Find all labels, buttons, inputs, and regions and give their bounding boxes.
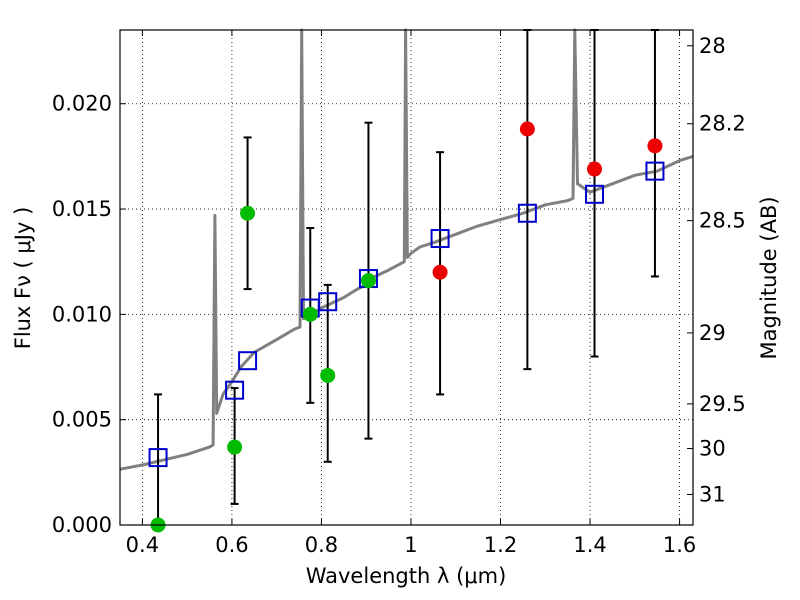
data-markers [148, 121, 665, 533]
model-photometry-square [645, 161, 665, 181]
model-photometry-square [430, 229, 450, 249]
observed-green-point [240, 205, 256, 221]
y2-tick-label: 29.5 [699, 392, 746, 416]
model-photometry-square [517, 203, 537, 223]
observed-red-point [432, 264, 448, 280]
x-tick-label: 1.6 [663, 533, 696, 557]
x-tick-label: 0.4 [126, 533, 159, 557]
model-spectrum [119, 28, 694, 471]
y2-tick-label: 28.5 [699, 209, 746, 233]
y2-tick-label: 28 [699, 34, 726, 58]
y2-tick-label: 31 [699, 482, 726, 506]
y2-tick-label: 30 [699, 437, 726, 461]
x-tick-label: 0.8 [305, 533, 338, 557]
model-photometry-square [148, 448, 168, 468]
model-photometry-square [318, 292, 338, 312]
observed-green-point [360, 273, 376, 289]
y2-tick-label: 29 [699, 321, 726, 345]
y-tick-label: 0.020 [52, 92, 112, 116]
x-tick-label: 1.4 [573, 533, 606, 557]
model-photometry-square [225, 380, 245, 400]
y-tick-label: 0.005 [52, 408, 112, 432]
y2-axis-title: Magnitude (AB) [757, 196, 781, 359]
model-photometry-square [238, 351, 258, 371]
x-axis-title: Wavelength λ (μm) [306, 564, 507, 588]
y2-tick-label: 28.2 [699, 112, 746, 136]
spectrum-line [119, 28, 694, 471]
x-tick-label: 1 [404, 533, 417, 557]
x-tick-label: 1.2 [484, 533, 517, 557]
y-tick-label: 0.000 [52, 513, 112, 537]
observed-green-point [320, 367, 336, 383]
observed-red-point [519, 121, 535, 137]
observed-red-point [587, 161, 603, 177]
plot-frame [119, 29, 694, 526]
y-tick-label: 0.010 [52, 302, 112, 326]
y-axis-title: Flux Fν ( μJy ) [11, 207, 35, 350]
axis-ticks: 0.4 0.6 0.8 1 1.2 1.4 1.6 0.000 0.005 0.010 0.015 0… [52, 30, 746, 557]
observed-red-point [647, 138, 663, 154]
y-tick-label: 0.015 [52, 197, 112, 221]
x-tick-label: 0.6 [215, 533, 248, 557]
model-photometry-square [585, 184, 605, 204]
observed-green-point [227, 439, 243, 455]
observed-green-point [302, 306, 318, 322]
